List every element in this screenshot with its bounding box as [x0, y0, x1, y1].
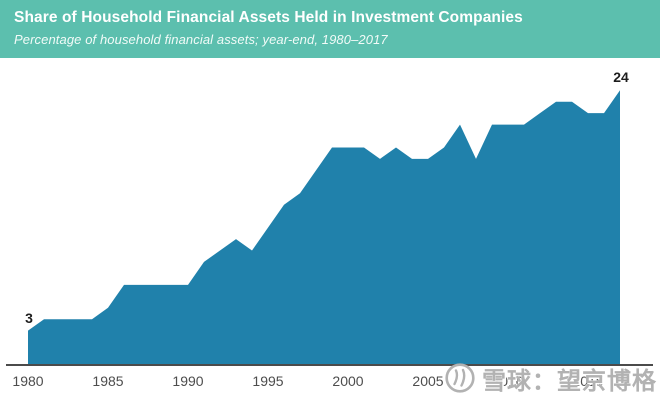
watermark-text: 雪球：望京博格	[482, 366, 657, 395]
watermark: 雪球：望京博格	[443, 359, 657, 397]
page-subtitle: Percentage of household financial assets…	[14, 31, 388, 47]
chart-header: Share of Household Financial Assets Held…	[0, 0, 660, 58]
xueqiu-snowball-logo-icon	[445, 363, 475, 393]
page-title: Share of Household Financial Assets Held…	[14, 9, 523, 26]
area-series	[28, 90, 620, 366]
